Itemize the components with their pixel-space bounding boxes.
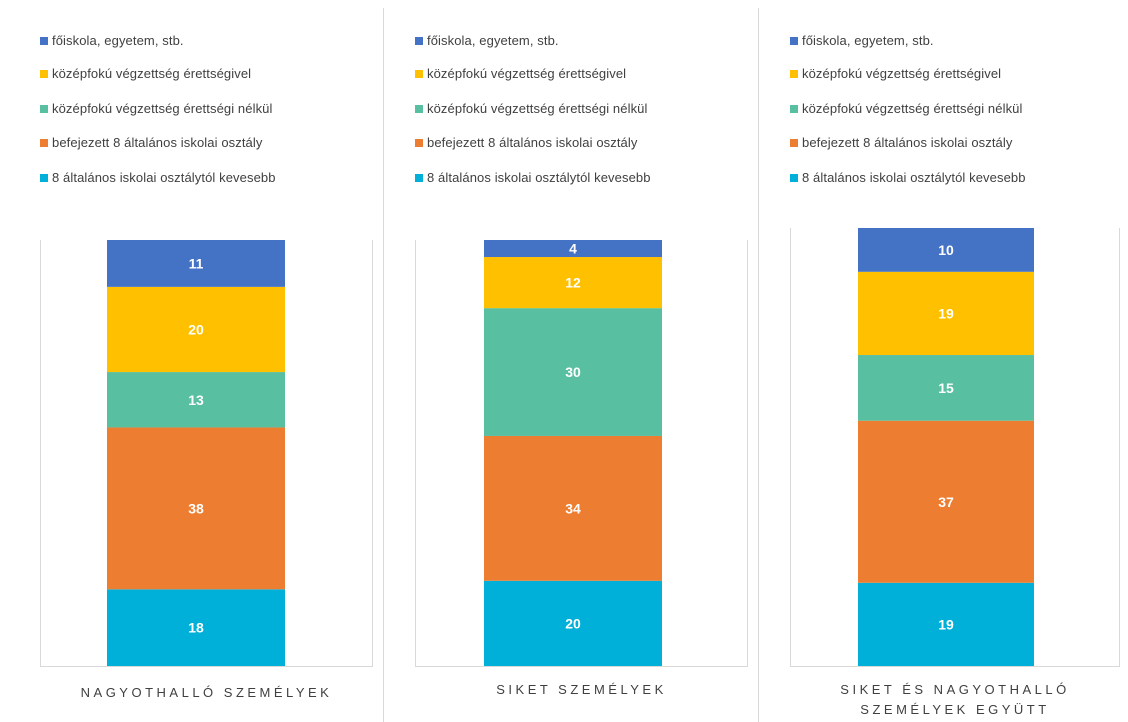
legend-label: középfokú végzettség érettségi nélkül <box>52 101 273 116</box>
legend-swatch <box>790 139 798 147</box>
category-label: SIKET ÉS NAGYOTHALLÓ SZEMÉLYEK EGYÜTT <box>840 682 1070 717</box>
bar-segment <box>107 240 285 287</box>
category-label: SIKET SZEMÉLYEK <box>496 682 667 697</box>
plot-frame <box>40 240 373 667</box>
stacked-bar-chart: 20 34 30 12 4 <box>415 240 748 667</box>
data-label: 11 <box>189 255 204 271</box>
data-label: 15 <box>938 380 954 396</box>
chart-panel-3: főiskola, egyetem, stb. középfokú végzett… <box>790 8 1125 722</box>
data-label: 18 <box>188 620 204 636</box>
plot-frame <box>790 228 1120 667</box>
legend-label: 8 általános iskolai osztálytól kevesebb <box>802 170 1026 185</box>
legend-label: befejezett 8 általános iskolai osztály <box>802 135 1013 150</box>
chart-panel-2: főiskola, egyetem, stb. középfokú végzett… <box>415 8 755 722</box>
legend-label: középfokú végzettség érettségi nélkül <box>802 101 1023 116</box>
data-label: 30 <box>565 364 581 380</box>
chart-panel-1: főiskola, egyetem, stb. középfokú végzett… <box>40 8 380 722</box>
data-label: 12 <box>565 275 581 291</box>
panel-divider <box>758 8 759 722</box>
bar-segment <box>858 271 1034 356</box>
bar-segment <box>107 286 285 373</box>
data-label: 34 <box>565 500 581 516</box>
legend-label: befejezett 8 általános iskolai osztály <box>427 135 638 150</box>
legend-swatch <box>40 139 48 147</box>
bar-segment <box>484 240 662 258</box>
data-label: 20 <box>565 615 581 631</box>
legend-label: főiskola, egyetem, stb. <box>427 33 559 48</box>
legend-swatch <box>790 105 798 113</box>
data-label: 20 <box>188 321 204 337</box>
data-label: 19 <box>938 305 954 321</box>
bar-segment <box>858 420 1034 583</box>
legend-label: 8 általános iskolai osztálytól kevesebb <box>52 170 276 185</box>
data-label: 37 <box>938 494 954 510</box>
legend-swatch <box>40 37 48 45</box>
plot-frame <box>415 240 748 667</box>
stacked-bar-chart: 18 38 13 20 11 <box>40 240 373 667</box>
bar-segment <box>858 228 1034 272</box>
bar-segment <box>858 355 1034 421</box>
bar-segment <box>484 580 662 666</box>
data-label: 4 <box>569 241 577 257</box>
legend-label: főiskola, egyetem, stb. <box>52 33 184 48</box>
legend-swatch <box>415 139 423 147</box>
legend-label: középfokú végzettség érettségi nélkül <box>427 101 648 116</box>
legend-label: befejezett 8 általános iskolai osztály <box>52 135 263 150</box>
legend-label: 8 általános iskolai osztálytól kevesebb <box>427 170 651 185</box>
data-label: 38 <box>188 500 204 516</box>
bar-segment <box>484 257 662 309</box>
legend-swatch <box>790 70 798 78</box>
legend-swatch <box>790 174 798 182</box>
data-label: 13 <box>188 392 204 408</box>
data-label: 19 <box>938 616 954 632</box>
bar-segment <box>484 308 662 436</box>
legend-swatch <box>415 105 423 113</box>
bar-segment <box>107 589 285 666</box>
legend-swatch <box>415 37 423 45</box>
legend-label: középfokú végzettség érettségivel <box>802 66 1002 81</box>
legend-swatch <box>40 70 48 78</box>
panel-divider <box>383 8 384 722</box>
legend-swatch <box>40 174 48 182</box>
legend-label: középfokú végzettség érettségivel <box>52 66 252 81</box>
legend-swatch <box>790 37 798 45</box>
stacked-bar-chart: 19 37 15 19 10 <box>790 228 1120 667</box>
legend-label: főiskola, egyetem, stb. <box>802 33 934 48</box>
legend-swatch <box>415 174 423 182</box>
bar-segment <box>858 582 1034 666</box>
legend-label: középfokú végzettség érettségivel <box>427 66 627 81</box>
legend-swatch <box>415 70 423 78</box>
data-label: 10 <box>938 242 954 258</box>
bar-segment <box>107 427 285 590</box>
legend-swatch <box>40 105 48 113</box>
bar-segment <box>484 435 662 581</box>
bar-segment <box>107 372 285 428</box>
category-label: NAGYOTHALLÓ SZEMÉLYEK <box>80 685 333 700</box>
